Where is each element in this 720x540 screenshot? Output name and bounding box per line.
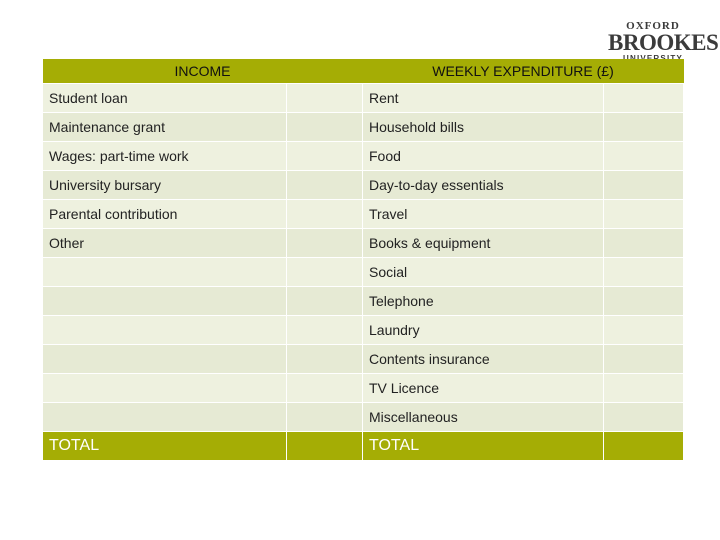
expenditure-label: Rent xyxy=(362,83,604,113)
income-amount-cell[interactable] xyxy=(286,315,363,345)
income-amount-cell[interactable] xyxy=(286,344,363,374)
university-logo: OXFORD BROOKES UNIVERSITY xyxy=(608,20,719,64)
income-amount-cell[interactable] xyxy=(286,199,363,229)
expenditure-amount-cell[interactable] xyxy=(603,141,684,171)
expenditure-amount-cell[interactable] xyxy=(603,83,684,113)
budget-table: INCOME WEEKLY EXPENDITURE (£) Student lo… xyxy=(42,59,684,461)
income-label xyxy=(42,344,287,374)
expenditure-amount-cell[interactable] xyxy=(603,373,684,403)
table-row: Social xyxy=(42,257,684,287)
expenditure-amount-cell[interactable] xyxy=(603,286,684,316)
income-label: Wages: part-time work xyxy=(42,141,287,171)
income-label: Other xyxy=(42,228,287,258)
expenditure-amount-cell[interactable] xyxy=(603,228,684,258)
table-row: Wages: part-time work Food xyxy=(42,141,684,171)
income-label: Maintenance grant xyxy=(42,112,287,142)
income-total-cell[interactable] xyxy=(286,431,363,461)
expenditure-amount-cell[interactable] xyxy=(603,315,684,345)
logo-line-oxford: OXFORD xyxy=(626,20,680,32)
expenditure-amount-cell[interactable] xyxy=(603,199,684,229)
expenditure-label: Travel xyxy=(362,199,604,229)
expenditure-header: WEEKLY EXPENDITURE (£) xyxy=(362,59,684,84)
table-row: Maintenance grant Household bills xyxy=(42,112,684,142)
income-amount-cell[interactable] xyxy=(286,402,363,432)
income-amount-cell[interactable] xyxy=(286,257,363,287)
table-row: Student loan Rent xyxy=(42,83,684,113)
expenditure-label: Household bills xyxy=(362,112,604,142)
table-row: Telephone xyxy=(42,286,684,316)
expenditure-total-label: TOTAL xyxy=(362,431,604,461)
income-label xyxy=(42,257,287,287)
income-label: Parental contribution xyxy=(42,199,287,229)
logo-line-brookes: BROOKES xyxy=(608,30,719,55)
table-row: TV Licence xyxy=(42,373,684,403)
income-label xyxy=(42,286,287,316)
expenditure-amount-cell[interactable] xyxy=(603,170,684,200)
income-header: INCOME xyxy=(42,59,363,84)
expenditure-label: Food xyxy=(362,141,604,171)
income-amount-cell[interactable] xyxy=(286,112,363,142)
expenditure-label: Contents insurance xyxy=(362,344,604,374)
expenditure-amount-cell[interactable] xyxy=(603,257,684,287)
income-label: University bursary xyxy=(42,170,287,200)
expenditure-amount-cell[interactable] xyxy=(603,112,684,142)
table-row: Laundry xyxy=(42,315,684,345)
header-row: INCOME WEEKLY EXPENDITURE (£) xyxy=(42,59,684,84)
expenditure-label: Day-to-day essentials xyxy=(362,170,604,200)
logo-line-university: UNIVERSITY xyxy=(608,54,698,64)
total-row: TOTAL TOTAL xyxy=(42,431,684,461)
income-amount-cell[interactable] xyxy=(286,141,363,171)
expenditure-amount-cell[interactable] xyxy=(603,402,684,432)
expenditure-total-cell[interactable] xyxy=(603,431,684,461)
expenditure-label: Books & equipment xyxy=(362,228,604,258)
income-label xyxy=(42,315,287,345)
income-label xyxy=(42,402,287,432)
table-row: University bursary Day-to-day essentials xyxy=(42,170,684,200)
expenditure-label: Telephone xyxy=(362,286,604,316)
income-total-label: TOTAL xyxy=(42,431,287,461)
expenditure-label: TV Licence xyxy=(362,373,604,403)
table-row: Parental contribution Travel xyxy=(42,199,684,229)
income-amount-cell[interactable] xyxy=(286,286,363,316)
income-label xyxy=(42,373,287,403)
income-amount-cell[interactable] xyxy=(286,170,363,200)
income-label: Student loan xyxy=(42,83,287,113)
table-row: Miscellaneous xyxy=(42,402,684,432)
expenditure-label: Laundry xyxy=(362,315,604,345)
income-amount-cell[interactable] xyxy=(286,373,363,403)
income-amount-cell[interactable] xyxy=(286,228,363,258)
expenditure-amount-cell[interactable] xyxy=(603,344,684,374)
expenditure-label: Social xyxy=(362,257,604,287)
income-amount-cell[interactable] xyxy=(286,83,363,113)
table-row: Contents insurance xyxy=(42,344,684,374)
expenditure-label: Miscellaneous xyxy=(362,402,604,432)
table-row: Other Books & equipment xyxy=(42,228,684,258)
